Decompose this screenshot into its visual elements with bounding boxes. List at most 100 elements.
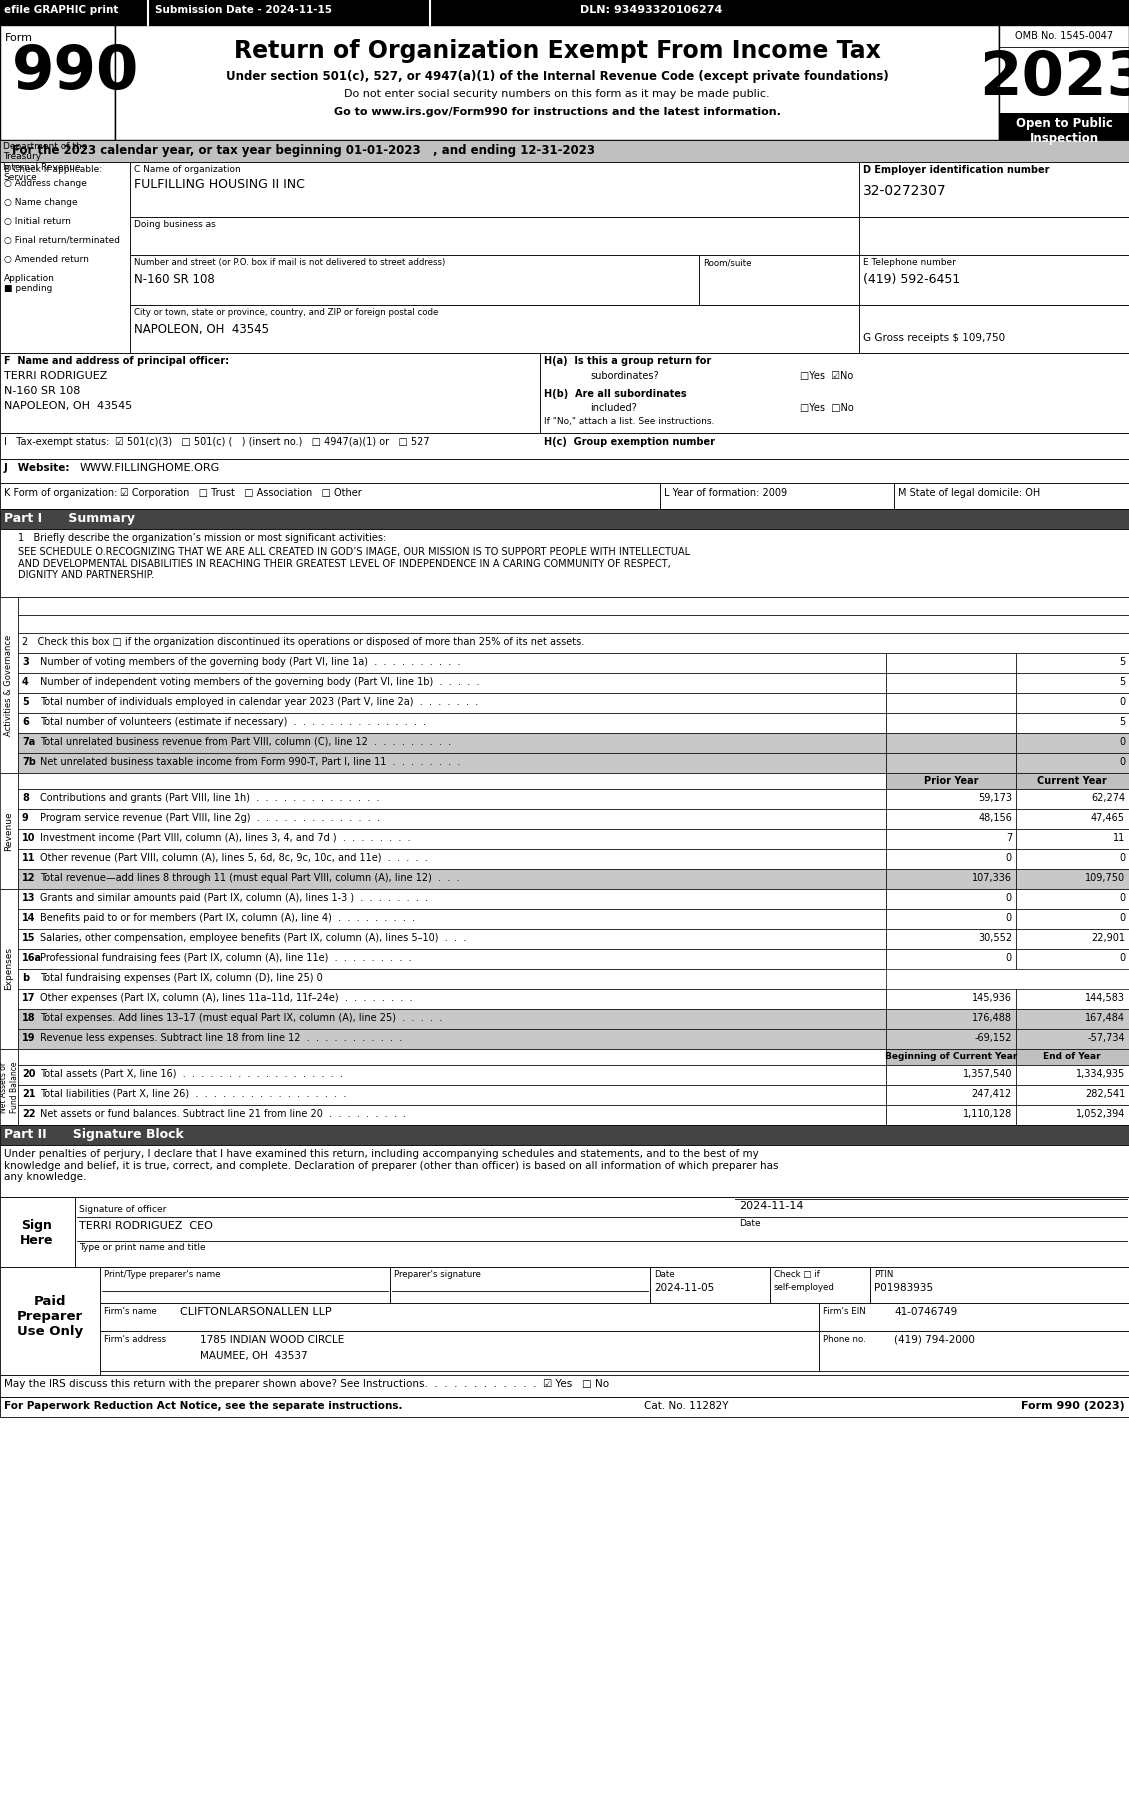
Text: End of Year: End of Year bbox=[1043, 1052, 1101, 1061]
Text: Current Year: Current Year bbox=[1038, 777, 1106, 786]
Text: 0: 0 bbox=[1006, 914, 1012, 923]
Text: Cat. No. 11282Y: Cat. No. 11282Y bbox=[644, 1400, 728, 1411]
Text: 11: 11 bbox=[1113, 833, 1124, 843]
Text: 144,583: 144,583 bbox=[1085, 993, 1124, 1004]
Text: Prior Year: Prior Year bbox=[924, 777, 978, 786]
Text: Date: Date bbox=[739, 1218, 761, 1227]
Text: 48,156: 48,156 bbox=[978, 813, 1012, 824]
Text: 22: 22 bbox=[21, 1108, 35, 1119]
Text: Professional fundraising fees (Part IX, column (A), line 11e)  .  .  .  .  .  . : Professional fundraising fees (Part IX, … bbox=[40, 953, 412, 962]
Bar bbox=[18, 1085, 886, 1105]
Bar bbox=[18, 888, 886, 908]
Text: Check □ if: Check □ if bbox=[774, 1270, 820, 1279]
Text: Print/Type preparer's name: Print/Type preparer's name bbox=[104, 1270, 220, 1279]
Text: Total assets (Part X, line 16)  .  .  .  .  .  .  .  .  .  .  .  .  .  .  .  .  : Total assets (Part X, line 16) . . . . .… bbox=[40, 1069, 343, 1079]
Text: 13: 13 bbox=[21, 894, 35, 903]
Bar bbox=[18, 908, 886, 930]
Text: 1   Briefly describe the organization’s mission or most significant activities:: 1 Briefly describe the organization’s mi… bbox=[18, 533, 386, 542]
Bar bbox=[0, 508, 1129, 530]
Bar bbox=[886, 652, 1016, 672]
Text: Total number of individuals employed in calendar year 2023 (Part V, line 2a)  . : Total number of individuals employed in … bbox=[40, 697, 479, 706]
Bar bbox=[0, 530, 1129, 596]
Text: 21: 21 bbox=[21, 1088, 35, 1099]
Text: 1,357,540: 1,357,540 bbox=[963, 1069, 1012, 1079]
Bar bbox=[130, 162, 859, 216]
Bar bbox=[0, 0, 1129, 25]
Bar bbox=[1016, 694, 1129, 714]
Text: I   Tax-exempt status:: I Tax-exempt status: bbox=[5, 438, 110, 447]
Text: 1,334,935: 1,334,935 bbox=[1076, 1069, 1124, 1079]
Bar bbox=[18, 829, 886, 849]
Bar bbox=[699, 256, 859, 305]
Text: M State of legal domicile: OH: M State of legal domicile: OH bbox=[898, 488, 1040, 497]
Bar bbox=[0, 1144, 1129, 1197]
Text: 109,750: 109,750 bbox=[1085, 872, 1124, 883]
Bar bbox=[886, 1105, 1016, 1124]
Text: H(a)  Is this a group return for: H(a) Is this a group return for bbox=[544, 357, 711, 366]
Bar bbox=[100, 1303, 819, 1332]
Text: Grants and similar amounts paid (Part IX, column (A), lines 1-3 )  .  .  .  .  .: Grants and similar amounts paid (Part IX… bbox=[40, 894, 428, 903]
Bar bbox=[886, 694, 1016, 714]
Text: P01983935: P01983935 bbox=[874, 1283, 934, 1294]
Bar bbox=[886, 773, 1016, 789]
Bar bbox=[18, 753, 886, 773]
Bar bbox=[18, 1105, 886, 1124]
Text: N-160 SR 108: N-160 SR 108 bbox=[5, 386, 80, 396]
Bar bbox=[1016, 989, 1129, 1009]
Bar bbox=[130, 256, 699, 305]
Text: 0: 0 bbox=[1119, 894, 1124, 903]
Text: Total revenue—add lines 8 through 11 (must equal Part VIII, column (A), line 12): Total revenue—add lines 8 through 11 (mu… bbox=[40, 872, 460, 883]
Text: Total fundraising expenses (Part IX, column (D), line 25) 0: Total fundraising expenses (Part IX, col… bbox=[40, 973, 323, 984]
Bar bbox=[18, 809, 886, 829]
Text: 1,052,394: 1,052,394 bbox=[1076, 1108, 1124, 1119]
Bar bbox=[1016, 1065, 1129, 1085]
Text: 8: 8 bbox=[21, 793, 29, 804]
Text: Do not enter social security numbers on this form as it may be made public.: Do not enter social security numbers on … bbox=[344, 88, 770, 99]
Bar bbox=[1016, 950, 1129, 969]
Bar bbox=[0, 1375, 1129, 1397]
Bar bbox=[18, 614, 1129, 633]
Text: Sign
Here: Sign Here bbox=[20, 1218, 54, 1247]
Text: J   Website:: J Website: bbox=[5, 463, 70, 472]
Text: Total number of volunteers (estimate if necessary)  .  .  .  .  .  .  .  .  .  .: Total number of volunteers (estimate if … bbox=[40, 717, 426, 726]
Bar bbox=[886, 908, 1016, 930]
Text: D Employer identification number: D Employer identification number bbox=[863, 166, 1050, 175]
Text: subordinates?: subordinates? bbox=[590, 371, 658, 380]
Text: Total liabilities (Part X, line 26)  .  .  .  .  .  .  .  .  .  .  .  .  .  .  .: Total liabilities (Part X, line 26) . . … bbox=[40, 1088, 347, 1099]
Bar bbox=[18, 1009, 886, 1029]
Bar bbox=[870, 1267, 1129, 1303]
Text: 22,901: 22,901 bbox=[1091, 933, 1124, 942]
Bar bbox=[100, 1332, 819, 1371]
Text: Total unrelated business revenue from Part VIII, column (C), line 12  .  .  .  .: Total unrelated business revenue from Pa… bbox=[40, 737, 452, 748]
Bar bbox=[0, 1124, 1129, 1144]
Text: Preparer's signature: Preparer's signature bbox=[394, 1270, 481, 1279]
Text: PTIN: PTIN bbox=[874, 1270, 893, 1279]
Bar bbox=[819, 1332, 1129, 1371]
Text: 2024-11-05: 2024-11-05 bbox=[654, 1283, 715, 1294]
Text: 282,541: 282,541 bbox=[1085, 1088, 1124, 1099]
Bar bbox=[1016, 930, 1129, 950]
Bar bbox=[1016, 1105, 1129, 1124]
Text: Beginning of Current Year: Beginning of Current Year bbox=[885, 1052, 1017, 1061]
Text: NAPOLEON, OH  43545: NAPOLEON, OH 43545 bbox=[134, 323, 269, 335]
Text: Go to www.irs.gov/Form990 for instructions and the latest information.: Go to www.irs.gov/Form990 for instructio… bbox=[333, 106, 780, 117]
Text: 10: 10 bbox=[21, 833, 35, 843]
Bar bbox=[1016, 1029, 1129, 1049]
Text: 107,336: 107,336 bbox=[972, 872, 1012, 883]
Bar bbox=[0, 1397, 1129, 1416]
Text: 12: 12 bbox=[21, 872, 35, 883]
Text: Paid
Preparer
Use Only: Paid Preparer Use Only bbox=[17, 1296, 84, 1339]
Bar bbox=[0, 483, 660, 508]
Text: 5: 5 bbox=[1119, 658, 1124, 667]
Bar bbox=[1016, 753, 1129, 773]
Bar bbox=[18, 1029, 886, 1049]
Bar bbox=[999, 25, 1129, 141]
Text: Firm's address: Firm's address bbox=[104, 1335, 166, 1344]
Bar bbox=[886, 930, 1016, 950]
Bar bbox=[1016, 714, 1129, 733]
Text: N-160 SR 108: N-160 SR 108 bbox=[134, 272, 215, 287]
Bar bbox=[18, 633, 1129, 652]
Text: Return of Organization Exempt From Income Tax: Return of Organization Exempt From Incom… bbox=[234, 40, 881, 63]
Bar bbox=[886, 950, 1016, 969]
Text: 145,936: 145,936 bbox=[972, 993, 1012, 1004]
